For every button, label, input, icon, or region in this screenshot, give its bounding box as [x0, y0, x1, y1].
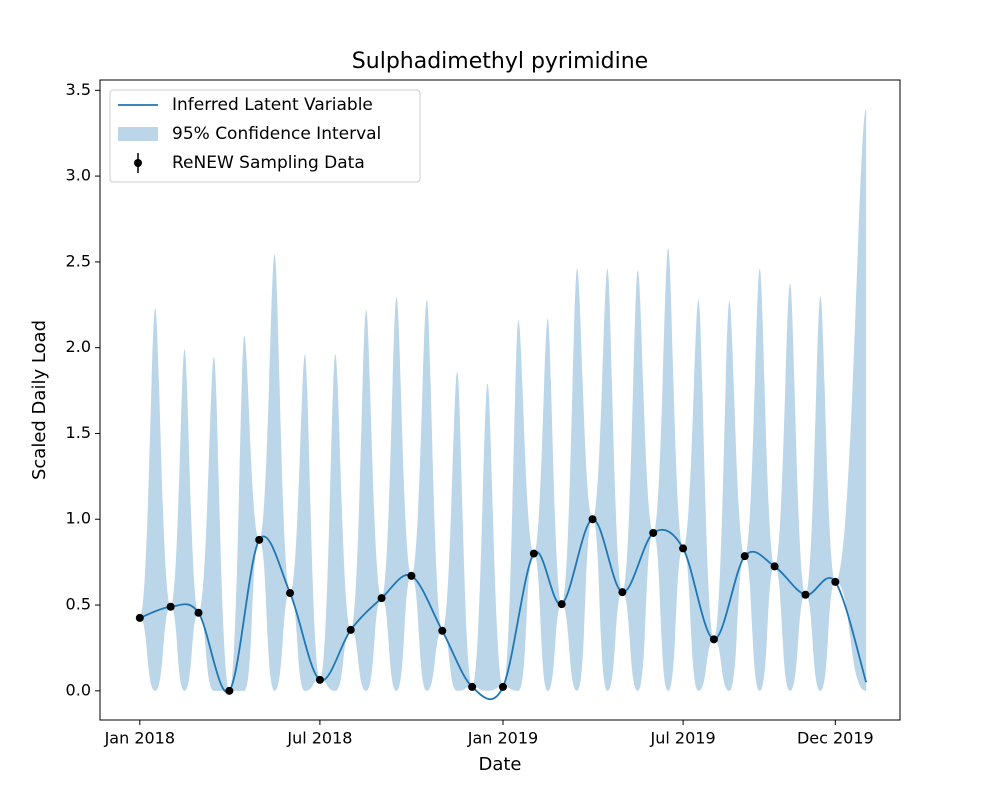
sample-point [588, 515, 597, 524]
x-tick-label: Jul 2018 [286, 729, 352, 748]
y-tick-label: 1.0 [66, 509, 91, 528]
sample-point [498, 682, 507, 691]
legend-marker [134, 159, 142, 167]
legend-label: Inferred Latent Variable [172, 95, 373, 115]
legend-swatch [118, 127, 158, 141]
y-tick-label: 2.0 [66, 337, 91, 356]
sample-point [557, 600, 566, 609]
sample-point [770, 562, 779, 571]
x-tick-label: Jan 2018 [104, 729, 175, 748]
sample-point [407, 571, 416, 580]
sample-point [255, 535, 264, 544]
sample-point [831, 577, 840, 586]
sample-point [618, 588, 627, 597]
legend-label: ReNEW Sampling Data [172, 153, 365, 173]
confidence-band [139, 109, 867, 691]
y-tick-label: 2.5 [66, 251, 91, 270]
y-tick-label: 3.0 [66, 166, 91, 185]
y-tick-label: 1.5 [66, 423, 91, 442]
sample-point [346, 625, 355, 634]
x-tick-label: Dec 2019 [797, 729, 874, 748]
sample-point [225, 686, 234, 695]
sample-point [166, 602, 175, 611]
sample-point [740, 552, 749, 561]
y-tick-label: 0.5 [66, 595, 91, 614]
sample-point [649, 528, 658, 537]
legend-label: 95% Confidence Interval [172, 124, 381, 144]
y-tick-label: 0.0 [66, 680, 91, 699]
sample-point [286, 589, 295, 598]
x-tick-label: Jan 2019 [467, 729, 538, 748]
sample-point [377, 594, 386, 603]
chart-title: Sulphadimethyl pyrimidine [352, 49, 648, 74]
y-axis-label: Scaled Daily Load [29, 320, 50, 480]
sample-point [529, 549, 538, 558]
legend-box [109, 89, 421, 183]
sample-point [709, 635, 718, 644]
sample-point [438, 626, 447, 635]
sample-point [135, 613, 144, 622]
sample-point [194, 608, 203, 617]
latent-line [139, 518, 868, 701]
sample-point [801, 590, 810, 599]
sample-point [468, 682, 477, 691]
y-tick-label: 3.5 [66, 80, 91, 99]
plot-frame [99, 79, 901, 721]
x-axis-label: Date [478, 754, 521, 775]
sample-point [679, 544, 688, 553]
sample-point [315, 675, 324, 684]
x-tick-label: Jul 2019 [650, 729, 716, 748]
